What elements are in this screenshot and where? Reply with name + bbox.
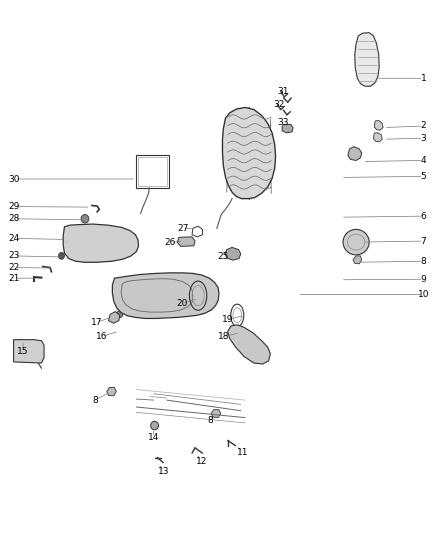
Polygon shape: [348, 147, 362, 160]
Text: 31: 31: [278, 87, 289, 96]
Text: 10: 10: [418, 290, 429, 299]
Text: 3: 3: [420, 134, 427, 143]
Text: 12: 12: [196, 457, 207, 466]
Text: 11: 11: [237, 448, 249, 457]
Text: 26: 26: [165, 238, 176, 247]
Text: 25: 25: [218, 253, 229, 262]
Text: 20: 20: [177, 299, 188, 308]
Text: 27: 27: [178, 224, 189, 233]
Text: 22: 22: [9, 263, 20, 272]
Text: 5: 5: [420, 172, 427, 181]
Polygon shape: [282, 124, 293, 133]
Text: 18: 18: [218, 332, 229, 341]
Text: 7: 7: [420, 237, 427, 246]
Polygon shape: [223, 108, 276, 199]
Text: 32: 32: [273, 100, 285, 109]
Polygon shape: [225, 247, 241, 260]
Text: 30: 30: [9, 174, 20, 183]
Ellipse shape: [343, 229, 369, 255]
Text: 33: 33: [278, 118, 289, 127]
Text: 8: 8: [420, 257, 427, 265]
Text: 15: 15: [18, 347, 29, 356]
Text: 2: 2: [421, 122, 426, 131]
Bar: [136, 155, 169, 188]
Text: 24: 24: [9, 234, 20, 243]
Text: 4: 4: [421, 156, 426, 165]
Text: 19: 19: [222, 315, 233, 324]
Polygon shape: [353, 256, 362, 264]
Polygon shape: [374, 120, 383, 130]
Text: 6: 6: [420, 212, 427, 221]
Text: 29: 29: [9, 202, 20, 211]
Text: 8: 8: [92, 395, 98, 405]
Text: 28: 28: [9, 214, 20, 223]
Bar: [138, 157, 167, 186]
Polygon shape: [355, 33, 379, 86]
Polygon shape: [228, 325, 270, 364]
Polygon shape: [374, 133, 382, 142]
Text: 1: 1: [420, 74, 427, 83]
Polygon shape: [113, 273, 219, 318]
Polygon shape: [109, 312, 120, 323]
Ellipse shape: [117, 311, 123, 318]
Polygon shape: [63, 224, 138, 262]
Polygon shape: [211, 410, 221, 418]
Ellipse shape: [58, 253, 64, 260]
Ellipse shape: [81, 215, 89, 223]
Text: 13: 13: [158, 467, 170, 476]
Polygon shape: [177, 237, 195, 246]
Polygon shape: [107, 387, 116, 396]
Text: 23: 23: [9, 252, 20, 261]
Text: 17: 17: [92, 318, 103, 327]
Ellipse shape: [151, 421, 159, 430]
Text: 16: 16: [96, 332, 107, 341]
Text: 14: 14: [148, 433, 159, 442]
Text: 9: 9: [420, 274, 427, 284]
Polygon shape: [14, 340, 44, 363]
Text: 8: 8: [208, 416, 213, 425]
Text: 21: 21: [9, 273, 20, 282]
